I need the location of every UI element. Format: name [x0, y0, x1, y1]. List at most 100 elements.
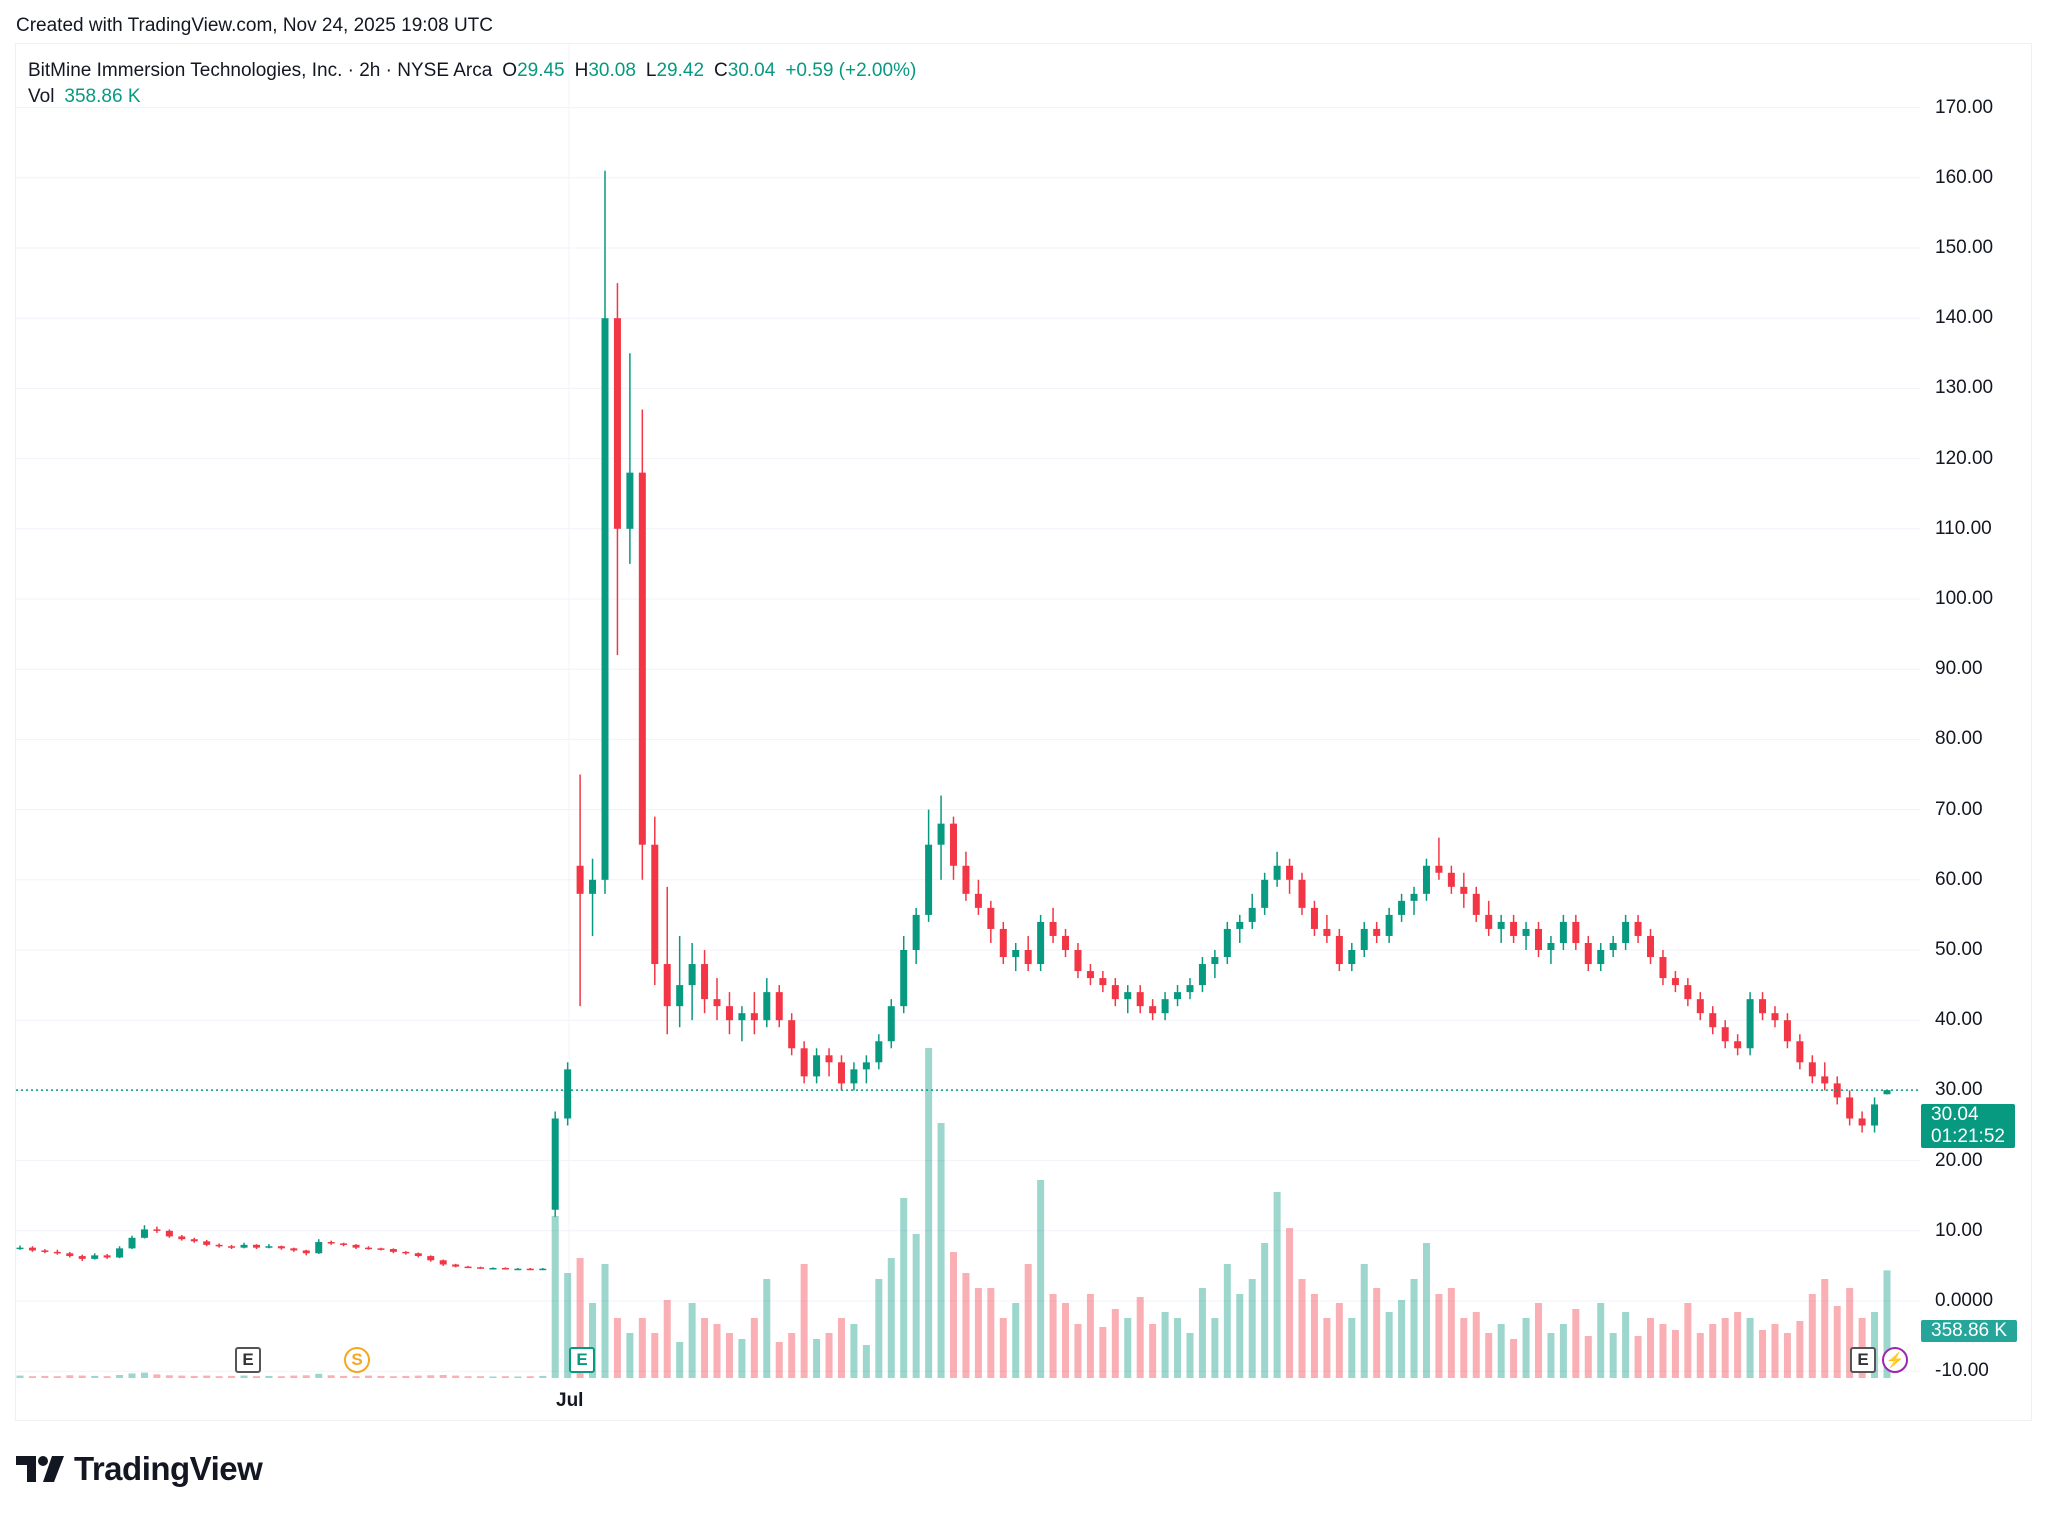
ohlc-open: O29.45: [502, 60, 565, 81]
volume-bar: [925, 1048, 933, 1378]
dividend-lightning-icon[interactable]: ⚡: [1882, 1347, 1908, 1373]
volume-bar: [713, 1324, 721, 1378]
candle-body: [813, 1055, 821, 1077]
candle-body: [589, 879, 597, 894]
candle-body: [1597, 950, 1605, 965]
symbol-title[interactable]: BitMine Immersion Technologies, Inc. · 2…: [28, 60, 493, 81]
candle-body: [900, 950, 908, 1007]
volume-bar: [377, 1375, 385, 1378]
volume-bar: [1398, 1300, 1406, 1378]
volume-bar: [539, 1375, 547, 1378]
candle-body: [1348, 950, 1356, 965]
candle-body: [1634, 921, 1642, 936]
candle-body: [365, 1247, 373, 1250]
candle-body: [1696, 999, 1704, 1014]
volume-bar: [1547, 1333, 1555, 1378]
earnings-marker-icon[interactable]: E: [235, 1347, 261, 1373]
volume-bar: [1174, 1318, 1182, 1378]
volume-bar: [1472, 1312, 1480, 1378]
volume-bar: [725, 1333, 733, 1378]
candle-body: [1410, 893, 1418, 901]
volume-label[interactable]: Vol: [28, 86, 55, 107]
candle-body: [1485, 914, 1493, 929]
volume-bar: [1211, 1318, 1219, 1378]
volume-bar: [1734, 1312, 1742, 1378]
candle-body: [1447, 872, 1455, 887]
candle-body: [240, 1244, 248, 1248]
candle-body: [340, 1243, 348, 1245]
candle-body: [1012, 950, 1020, 958]
candle-body: [1559, 921, 1567, 943]
candle-body: [551, 1118, 559, 1210]
price-tick-label: 70.00: [1935, 798, 1983, 820]
volume-bar: [402, 1375, 410, 1378]
volume-bar: [912, 1234, 920, 1378]
candle-body: [477, 1267, 485, 1269]
candle-body: [875, 1041, 883, 1063]
earnings-marker-recent-icon[interactable]: E: [1850, 1347, 1876, 1373]
candle-body: [215, 1244, 223, 1247]
volume-bar: [215, 1376, 223, 1378]
tradingview-wordmark: TradingView: [74, 1450, 263, 1487]
volume-bar: [1485, 1333, 1493, 1378]
candle-body: [1534, 928, 1542, 950]
volume-bar: [1348, 1318, 1356, 1378]
candle-body: [290, 1248, 298, 1251]
candle-body: [613, 318, 621, 529]
candle-body: [788, 1020, 796, 1049]
volume-bar: [576, 1258, 584, 1378]
volume-bar: [974, 1288, 982, 1378]
volume-bar: [340, 1375, 348, 1378]
volume-bar: [1597, 1303, 1605, 1378]
volume-bar: [875, 1279, 883, 1378]
earnings-marker-upcoming-icon[interactable]: E: [569, 1347, 595, 1373]
volume-bar: [887, 1258, 895, 1378]
candle-body: [1310, 907, 1318, 929]
candle-body: [1783, 1020, 1791, 1042]
candle-body: [950, 823, 957, 866]
candle-body: [1808, 1062, 1816, 1077]
volume-bars: [16, 1048, 1891, 1378]
candles: [16, 170, 1891, 1271]
volume-bar: [1186, 1333, 1194, 1378]
candle-body: [738, 1013, 746, 1021]
candle-body: [1584, 942, 1592, 965]
candle-body: [252, 1244, 260, 1248]
candle-body: [1211, 957, 1219, 965]
candle-body: [925, 844, 933, 915]
candle-body: [1385, 914, 1393, 936]
candle-body: [526, 1268, 534, 1271]
ohlc-low: L29.42: [645, 60, 705, 81]
volume-bar: [1248, 1279, 1256, 1378]
volume-bar: [1808, 1294, 1816, 1378]
volume-bar: [1136, 1297, 1144, 1378]
split-marker-icon[interactable]: S: [344, 1347, 370, 1373]
volume-bar: [28, 1376, 36, 1378]
candle-body: [1223, 928, 1231, 958]
candle-body: [626, 472, 634, 529]
volume-bar: [240, 1375, 248, 1378]
volume-bar: [1049, 1294, 1057, 1378]
volume-bar: [1510, 1339, 1518, 1378]
candle-body: [1136, 992, 1144, 1007]
candle-body: [1273, 865, 1281, 880]
price-tick-label: 60.00: [1935, 868, 1983, 890]
volume-bar: [564, 1273, 572, 1378]
volume-bar: [1373, 1288, 1381, 1378]
volume-bar: [638, 1318, 646, 1378]
volume-bar: [140, 1372, 148, 1378]
price-tick-label: 120.00: [1935, 447, 1994, 469]
candle-body: [775, 992, 783, 1021]
volume-bar: [1671, 1330, 1679, 1378]
candle-body: [153, 1229, 161, 1231]
volume-bar: [514, 1376, 522, 1378]
volume-bar: [1833, 1306, 1841, 1378]
volume-bar: [116, 1375, 124, 1378]
candle-body: [1161, 999, 1169, 1014]
volume-bar: [265, 1375, 273, 1378]
volume-bar: [1385, 1312, 1393, 1378]
candle-body: [688, 964, 696, 986]
volume-bar: [1559, 1324, 1567, 1378]
price-tick-label: -10.00: [1935, 1360, 1989, 1382]
